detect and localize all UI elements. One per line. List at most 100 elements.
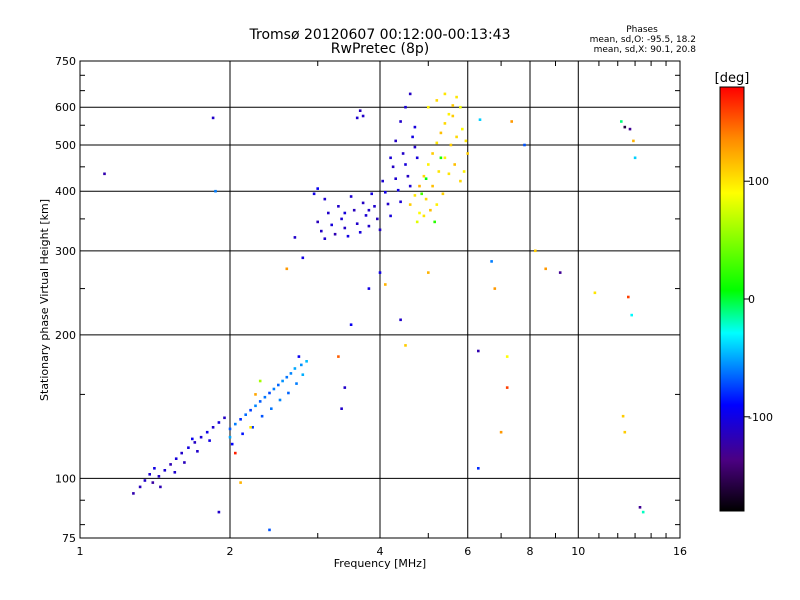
- data-point: [505, 386, 509, 389]
- data-point: [367, 287, 371, 290]
- data-point: [180, 451, 183, 455]
- data-point: [477, 349, 480, 353]
- data-point: [384, 191, 387, 194]
- y-axis-label: Stationary phase Virtual Height [km]: [38, 199, 51, 401]
- data-point: [205, 430, 209, 434]
- data-point: [228, 427, 232, 431]
- data-point: [239, 481, 242, 484]
- data-point: [287, 391, 290, 395]
- data-point: [193, 441, 197, 444]
- data-point: [404, 163, 407, 166]
- data-point: [358, 231, 362, 234]
- data-point: [323, 197, 327, 201]
- y-tick-label: 200: [55, 329, 76, 342]
- data-points: [103, 92, 645, 532]
- data-point: [169, 463, 172, 466]
- data-point: [493, 287, 497, 290]
- data-point: [103, 172, 106, 176]
- x-axis-label: Frequency [MHz]: [334, 557, 426, 570]
- data-point: [558, 271, 562, 274]
- x-tick-label: 6: [464, 545, 471, 558]
- y-axis-ticks: 75 100 200 300 400 500 600 750: [55, 55, 680, 545]
- data-point: [641, 510, 645, 514]
- data-point: [381, 179, 384, 183]
- data-point: [214, 189, 217, 193]
- data-point: [367, 208, 371, 212]
- data-point: [523, 143, 526, 147]
- data-point: [323, 237, 327, 240]
- data-point: [234, 422, 237, 426]
- data-point: [394, 177, 397, 180]
- data-point: [499, 430, 503, 434]
- data-point: [249, 426, 252, 429]
- data-point: [254, 393, 257, 396]
- data-point: [411, 135, 414, 139]
- data-point: [389, 214, 392, 218]
- colorbar-label: [deg]: [715, 71, 750, 86]
- data-point: [277, 383, 280, 387]
- data-point: [293, 236, 297, 239]
- data-point: [346, 234, 350, 238]
- data-point: [239, 418, 242, 421]
- data-point: [305, 360, 308, 363]
- data-point: [234, 451, 237, 455]
- data-point: [251, 426, 254, 429]
- data-point: [244, 413, 247, 416]
- data-point: [623, 430, 627, 434]
- data-point: [505, 355, 509, 358]
- y-tick-label: 500: [55, 139, 76, 152]
- data-point: [427, 105, 430, 109]
- data-point: [352, 208, 356, 212]
- data-point: [620, 120, 623, 123]
- data-point: [217, 421, 221, 424]
- data-point: [627, 295, 630, 299]
- data-point: [415, 220, 419, 224]
- data-point: [343, 211, 347, 215]
- data-point: [638, 506, 642, 509]
- chart-title: Tromsø 20120607 00:12:00-00:13:43: [249, 27, 511, 43]
- data-point: [301, 256, 305, 260]
- data-point: [316, 220, 319, 224]
- data-point: [211, 116, 215, 120]
- data-point: [159, 485, 162, 489]
- data-point: [386, 202, 390, 206]
- data-point: [343, 226, 347, 230]
- data-point: [623, 125, 627, 129]
- phases-legend-x: mean, sd,X: 90.1, 20.8: [594, 45, 697, 55]
- data-point: [408, 92, 412, 96]
- data-point: [443, 122, 447, 125]
- data-point: [217, 510, 221, 514]
- data-point: [378, 228, 382, 232]
- data-point: [418, 184, 421, 188]
- data-point: [157, 475, 161, 478]
- data-point: [433, 220, 436, 224]
- data-point: [349, 323, 353, 326]
- data-point: [333, 232, 337, 236]
- data-point: [281, 379, 284, 383]
- data-point: [361, 201, 365, 205]
- y-tick-label: 100: [55, 472, 76, 485]
- data-point: [367, 224, 371, 228]
- data-point: [249, 408, 252, 412]
- data-point: [163, 469, 167, 472]
- data-point: [455, 135, 458, 139]
- data-point: [349, 195, 353, 198]
- data-point: [330, 223, 333, 227]
- x-axis-ticks: 1 2 4 6 8 10 16: [77, 61, 687, 558]
- y-tick-label: 75: [62, 532, 76, 545]
- data-point: [435, 99, 439, 102]
- y-tick-label: 750: [55, 55, 76, 68]
- data-point: [370, 192, 373, 196]
- y-tick-label: 400: [55, 185, 76, 198]
- data-point: [437, 170, 441, 173]
- data-point: [223, 416, 226, 420]
- data-point: [441, 192, 445, 196]
- data-point: [443, 92, 447, 96]
- data-point: [420, 192, 423, 196]
- data-point: [312, 192, 316, 196]
- data-point: [230, 442, 234, 446]
- x-tick-label: 8: [527, 545, 534, 558]
- data-point: [327, 211, 330, 215]
- data-point: [621, 414, 625, 418]
